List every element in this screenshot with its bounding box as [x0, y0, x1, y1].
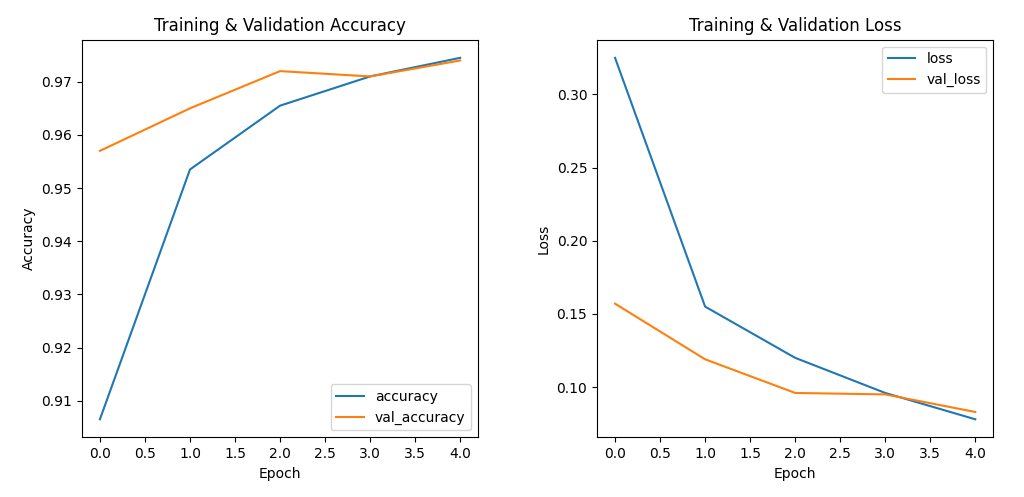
val_accuracy: [184, 105, 197, 111]
Legend: loss, val_loss: loss, val_loss: [882, 47, 986, 93]
val_accuracy: [94, 148, 106, 154]
loss: [969, 416, 981, 422]
Line: val_accuracy: val_accuracy: [100, 61, 460, 151]
accuracy: [184, 166, 197, 172]
Line: loss: loss: [615, 58, 975, 419]
val_loss: [879, 392, 891, 398]
val_accuracy: [364, 74, 376, 80]
val_accuracy: [454, 58, 466, 64]
accuracy: [454, 55, 466, 61]
loss: [879, 390, 891, 396]
Legend: accuracy, val_accuracy: accuracy, val_accuracy: [331, 384, 471, 430]
Title: Training & Validation Loss: Training & Validation Loss: [689, 17, 901, 35]
loss: [790, 355, 802, 361]
Line: accuracy: accuracy: [100, 58, 460, 419]
accuracy: [364, 74, 376, 80]
X-axis label: Epoch: Epoch: [259, 467, 301, 481]
val_loss: [790, 390, 802, 396]
loss: [609, 55, 622, 61]
accuracy: [273, 103, 286, 109]
val_loss: [969, 409, 981, 415]
X-axis label: Epoch: Epoch: [774, 467, 816, 481]
Title: Training & Validation Accuracy: Training & Validation Accuracy: [154, 17, 406, 35]
val_loss: [699, 356, 712, 362]
Y-axis label: Loss: Loss: [537, 224, 551, 253]
Line: val_loss: val_loss: [615, 304, 975, 412]
accuracy: [94, 416, 106, 422]
val_accuracy: [273, 68, 286, 74]
val_loss: [609, 301, 622, 307]
loss: [699, 304, 712, 310]
Y-axis label: Accuracy: Accuracy: [22, 207, 36, 270]
